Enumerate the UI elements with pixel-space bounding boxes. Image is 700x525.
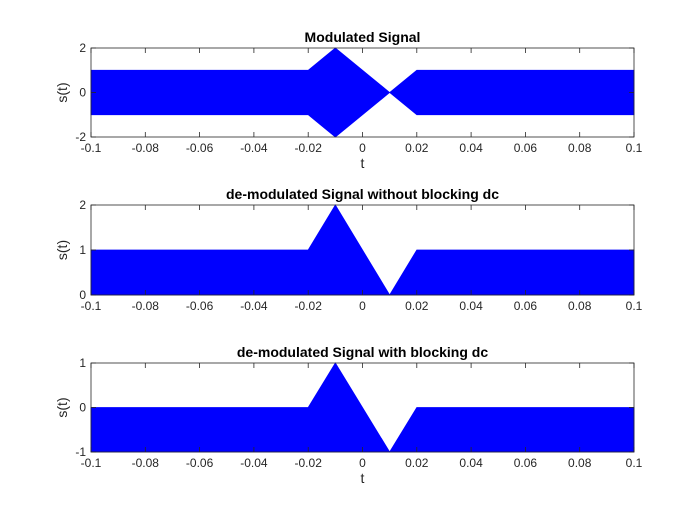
subplot-1: -0.1 -0.08 -0.06 -0.04 -0.02 0 0.02 0.04 0.06 0.0… — [54, 29, 643, 171]
chart-title: Modulated Signal — [305, 29, 421, 45]
x-tick-label: -0.06 — [186, 299, 214, 313]
y-tick-label: 2 — [79, 198, 86, 212]
x-tick-label: 0.1 — [626, 456, 643, 470]
y-tick-label: 1 — [79, 356, 86, 370]
x-tick-label: 0.02 — [405, 141, 429, 155]
x-tick-label: -0.04 — [240, 456, 268, 470]
y-axis-label: s(t) — [54, 82, 70, 102]
x-tick-label: 0 — [359, 299, 366, 313]
x-tick-label: 0.06 — [514, 141, 538, 155]
y-axis-label: s(t) — [54, 240, 70, 260]
x-tick-label: -0.02 — [295, 456, 323, 470]
chart-title: de-modulated Signal without blocking dc — [226, 186, 499, 202]
x-axis-label: t — [361, 155, 365, 171]
x-tick-label: 0.08 — [568, 299, 592, 313]
y-tick-label: 0 — [79, 288, 86, 302]
y-tick-label: 1 — [79, 243, 86, 257]
y-tick-label: 0 — [79, 401, 86, 415]
x-tick-label: -0.1 — [81, 456, 102, 470]
chart-title: de-modulated Signal with blocking dc — [237, 344, 488, 360]
x-axis-label: t — [361, 470, 365, 486]
x-tick-label: -0.06 — [186, 141, 214, 155]
x-tick-label: -0.02 — [295, 141, 323, 155]
y-axis-label: s(t) — [54, 397, 70, 417]
x-tick-label: 0 — [359, 456, 366, 470]
x-tick-label: -0.04 — [240, 141, 268, 155]
y-tick-label: 2 — [79, 41, 86, 55]
x-tick-label: 0.02 — [405, 299, 429, 313]
x-tick-label: 0.04 — [459, 141, 483, 155]
y-tick-label: 0 — [79, 86, 86, 100]
subplot-3: -0.1 -0.08 -0.06 -0.04 -0.02 0 0.02 0.04 0.06 0.0… — [54, 344, 643, 486]
x-tick-label: 0 — [359, 141, 366, 155]
x-tick-label: -0.08 — [132, 299, 160, 313]
x-tick-label: -0.04 — [240, 299, 268, 313]
x-tick-label: 0.04 — [459, 299, 483, 313]
subplot-2: -0.1 -0.08 -0.06 -0.04 -0.02 0 0.02 0.04 0.06 0.0… — [54, 186, 643, 313]
x-tick-label: 0.04 — [459, 456, 483, 470]
x-tick-label: -0.08 — [132, 141, 160, 155]
x-tick-label: -0.1 — [81, 299, 102, 313]
x-tick-label: 0.1 — [626, 141, 643, 155]
x-tick-label: -0.02 — [295, 299, 323, 313]
x-tick-label: 0.1 — [626, 299, 643, 313]
x-tick-label: -0.06 — [186, 456, 214, 470]
x-tick-label: 0.02 — [405, 456, 429, 470]
x-tick-label: -0.1 — [81, 141, 102, 155]
x-tick-label: 0.08 — [568, 456, 592, 470]
y-tick-label: -1 — [75, 445, 86, 459]
x-tick-label: 0.06 — [514, 456, 538, 470]
x-tick-label: 0.06 — [514, 299, 538, 313]
x-tick-label: 0.08 — [568, 141, 592, 155]
y-tick-label: -2 — [75, 130, 86, 144]
x-tick-label: -0.08 — [132, 456, 160, 470]
